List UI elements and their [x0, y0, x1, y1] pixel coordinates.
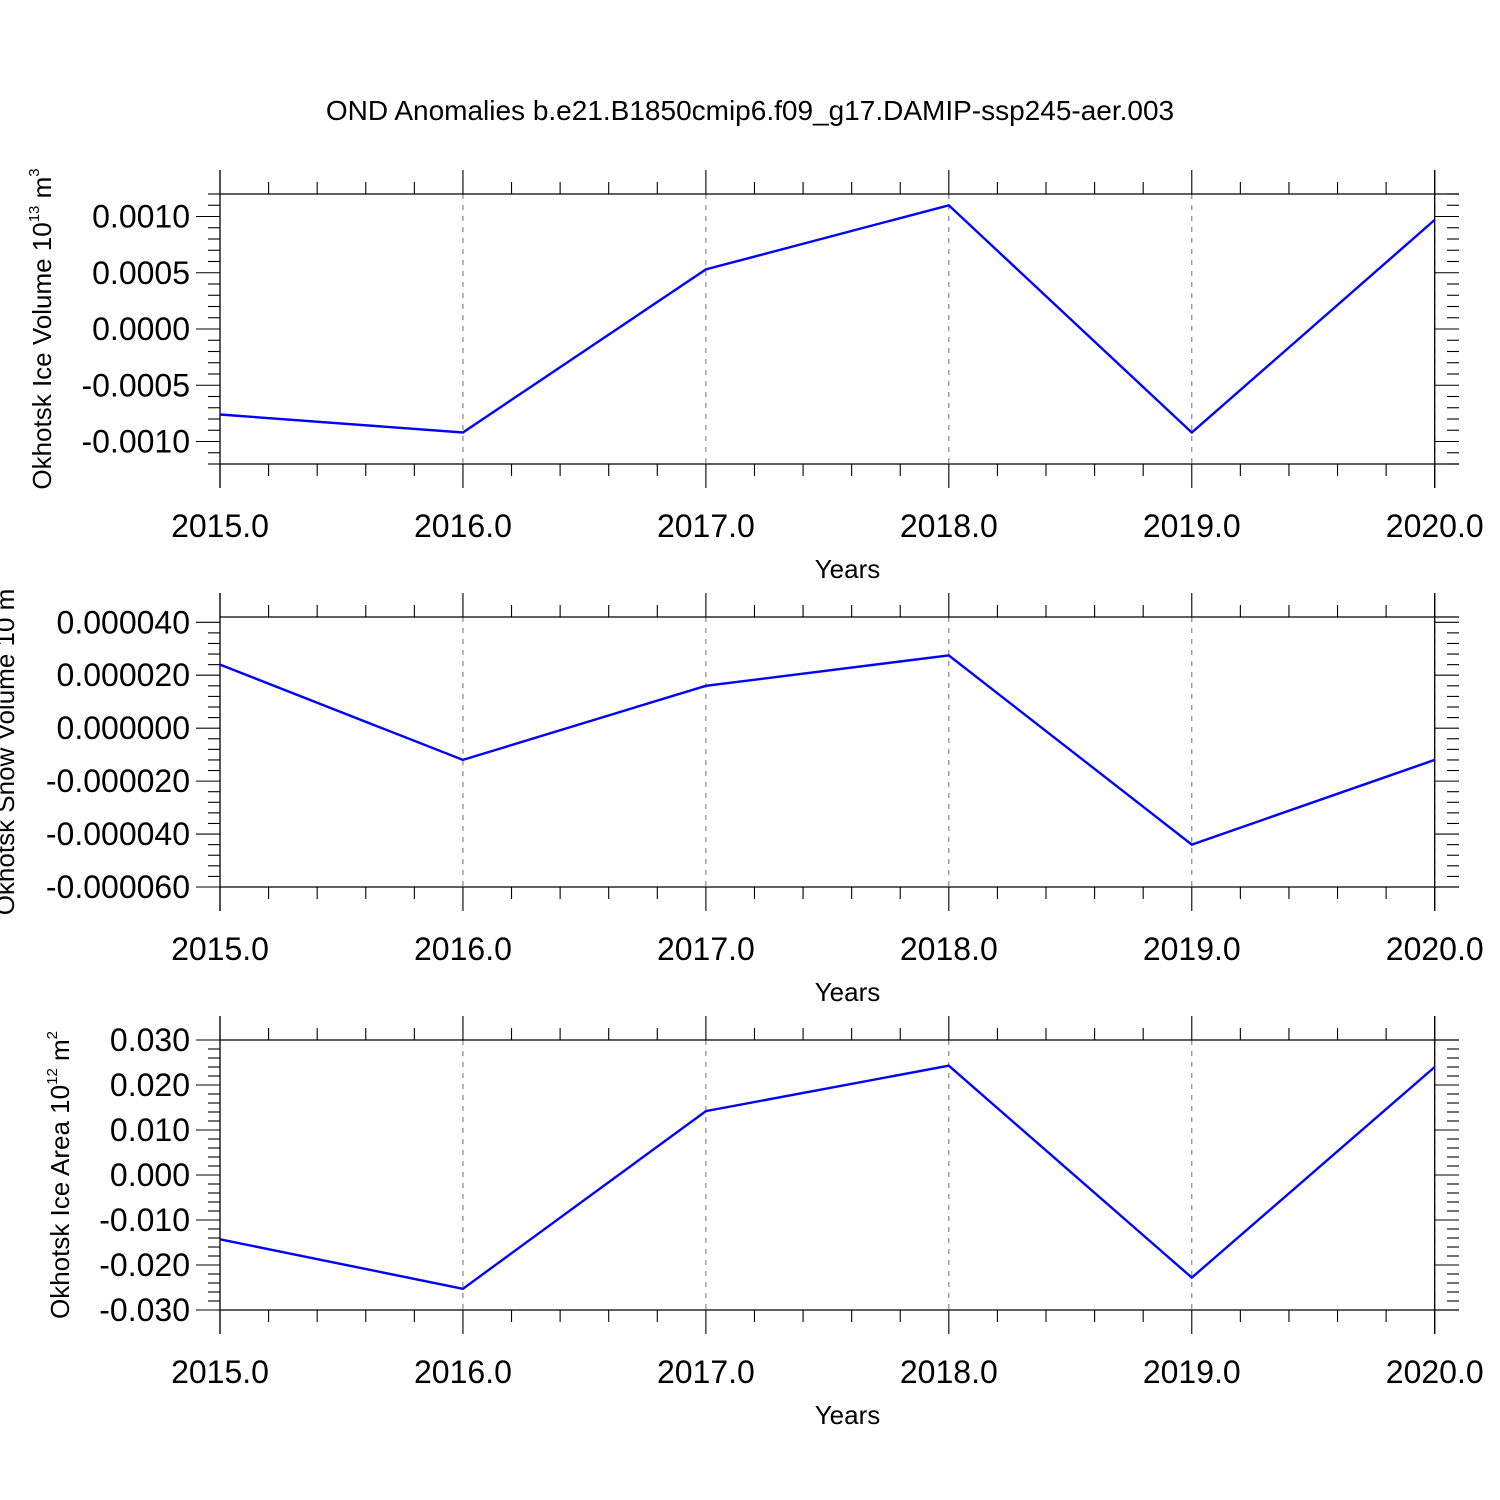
series-line-1	[219, 203, 1436, 435]
x-tick-label: 2019.0	[1143, 508, 1241, 544]
y-tick-label: 0.030	[110, 1022, 190, 1058]
x-tick-label: 2016.0	[414, 508, 512, 544]
y-tick-label: 0.0010	[92, 199, 190, 235]
y-tick-label: -0.0005	[81, 367, 190, 403]
x-axis-label: Years	[815, 554, 881, 584]
x-tick-label: 2019.0	[1143, 1354, 1241, 1390]
series-line-1	[219, 654, 1436, 846]
chart-panel-1: 2015.0 2016.0 2017.0 2018.0 2019.0 2020.0 Year…	[26, 168, 1484, 584]
x-tick-label: 2017.0	[657, 931, 755, 967]
y-tick-label: -0.020	[99, 1247, 190, 1283]
x-tick-label: 2018.0	[900, 508, 998, 544]
y-tick-label: -0.030	[99, 1292, 190, 1328]
x-tick-label: 2019.0	[1143, 931, 1241, 967]
y-tick-label: -0.0010	[81, 424, 190, 460]
y-tick-label: 0.0005	[92, 255, 190, 291]
chart-panel-2: 2015.0 2016.0 2017.0 2018.0 2019.0 2020.0 Year…	[0, 589, 1484, 1007]
x-tick-label: 2017.0	[657, 508, 755, 544]
y-tick-label: 0.000	[110, 1157, 190, 1193]
y-tick-label: -0.010	[99, 1202, 190, 1238]
chart-panel-3: 2015.0 2016.0 2017.0 2018.0 2019.0 2020.0 Year…	[44, 1016, 1484, 1430]
x-tick-label: 2020.0	[1386, 508, 1484, 544]
x-tick-label: 2020.0	[1386, 1354, 1484, 1390]
x-tick-label: 2015.0	[171, 508, 269, 544]
x-tick-label: 2016.0	[414, 931, 512, 967]
y-tick-label: -0.000040	[46, 816, 190, 852]
x-tick-label: 2017.0	[657, 1354, 755, 1390]
y-axis-label: Okhotsk Snow Volume 10 m	[0, 589, 20, 916]
x-tick-label: 2016.0	[414, 1354, 512, 1390]
y-tick-label: 0.000020	[57, 657, 190, 693]
x-tick-label: 2015.0	[171, 1354, 269, 1390]
y-tick-label: 0.000000	[57, 710, 190, 746]
x-tick-label: 2018.0	[900, 931, 998, 967]
figure-title: OND Anomalies b.e21.B1850cmip6.f09_g17.D…	[326, 95, 1174, 126]
y-tick-label: 0.0000	[92, 311, 190, 347]
x-tick-label: 2020.0	[1386, 931, 1484, 967]
y-tick-label: -0.000060	[46, 869, 190, 905]
y-tick-label: 0.000040	[57, 604, 190, 640]
series-line-1	[219, 1064, 1436, 1291]
y-axis-label: Okhotsk Ice Volume 1013 m3	[26, 168, 57, 489]
y-tick-label: 0.010	[110, 1112, 190, 1148]
y-tick-label: -0.000020	[46, 763, 190, 799]
x-axis-label: Years	[815, 977, 881, 1007]
x-axis-label: Years	[815, 1400, 881, 1430]
y-axis-label: Okhotsk Ice Area 1012 m2	[44, 1031, 75, 1319]
y-tick-label: 0.020	[110, 1067, 190, 1103]
x-tick-label: 2018.0	[900, 1354, 998, 1390]
x-tick-label: 2015.0	[171, 931, 269, 967]
